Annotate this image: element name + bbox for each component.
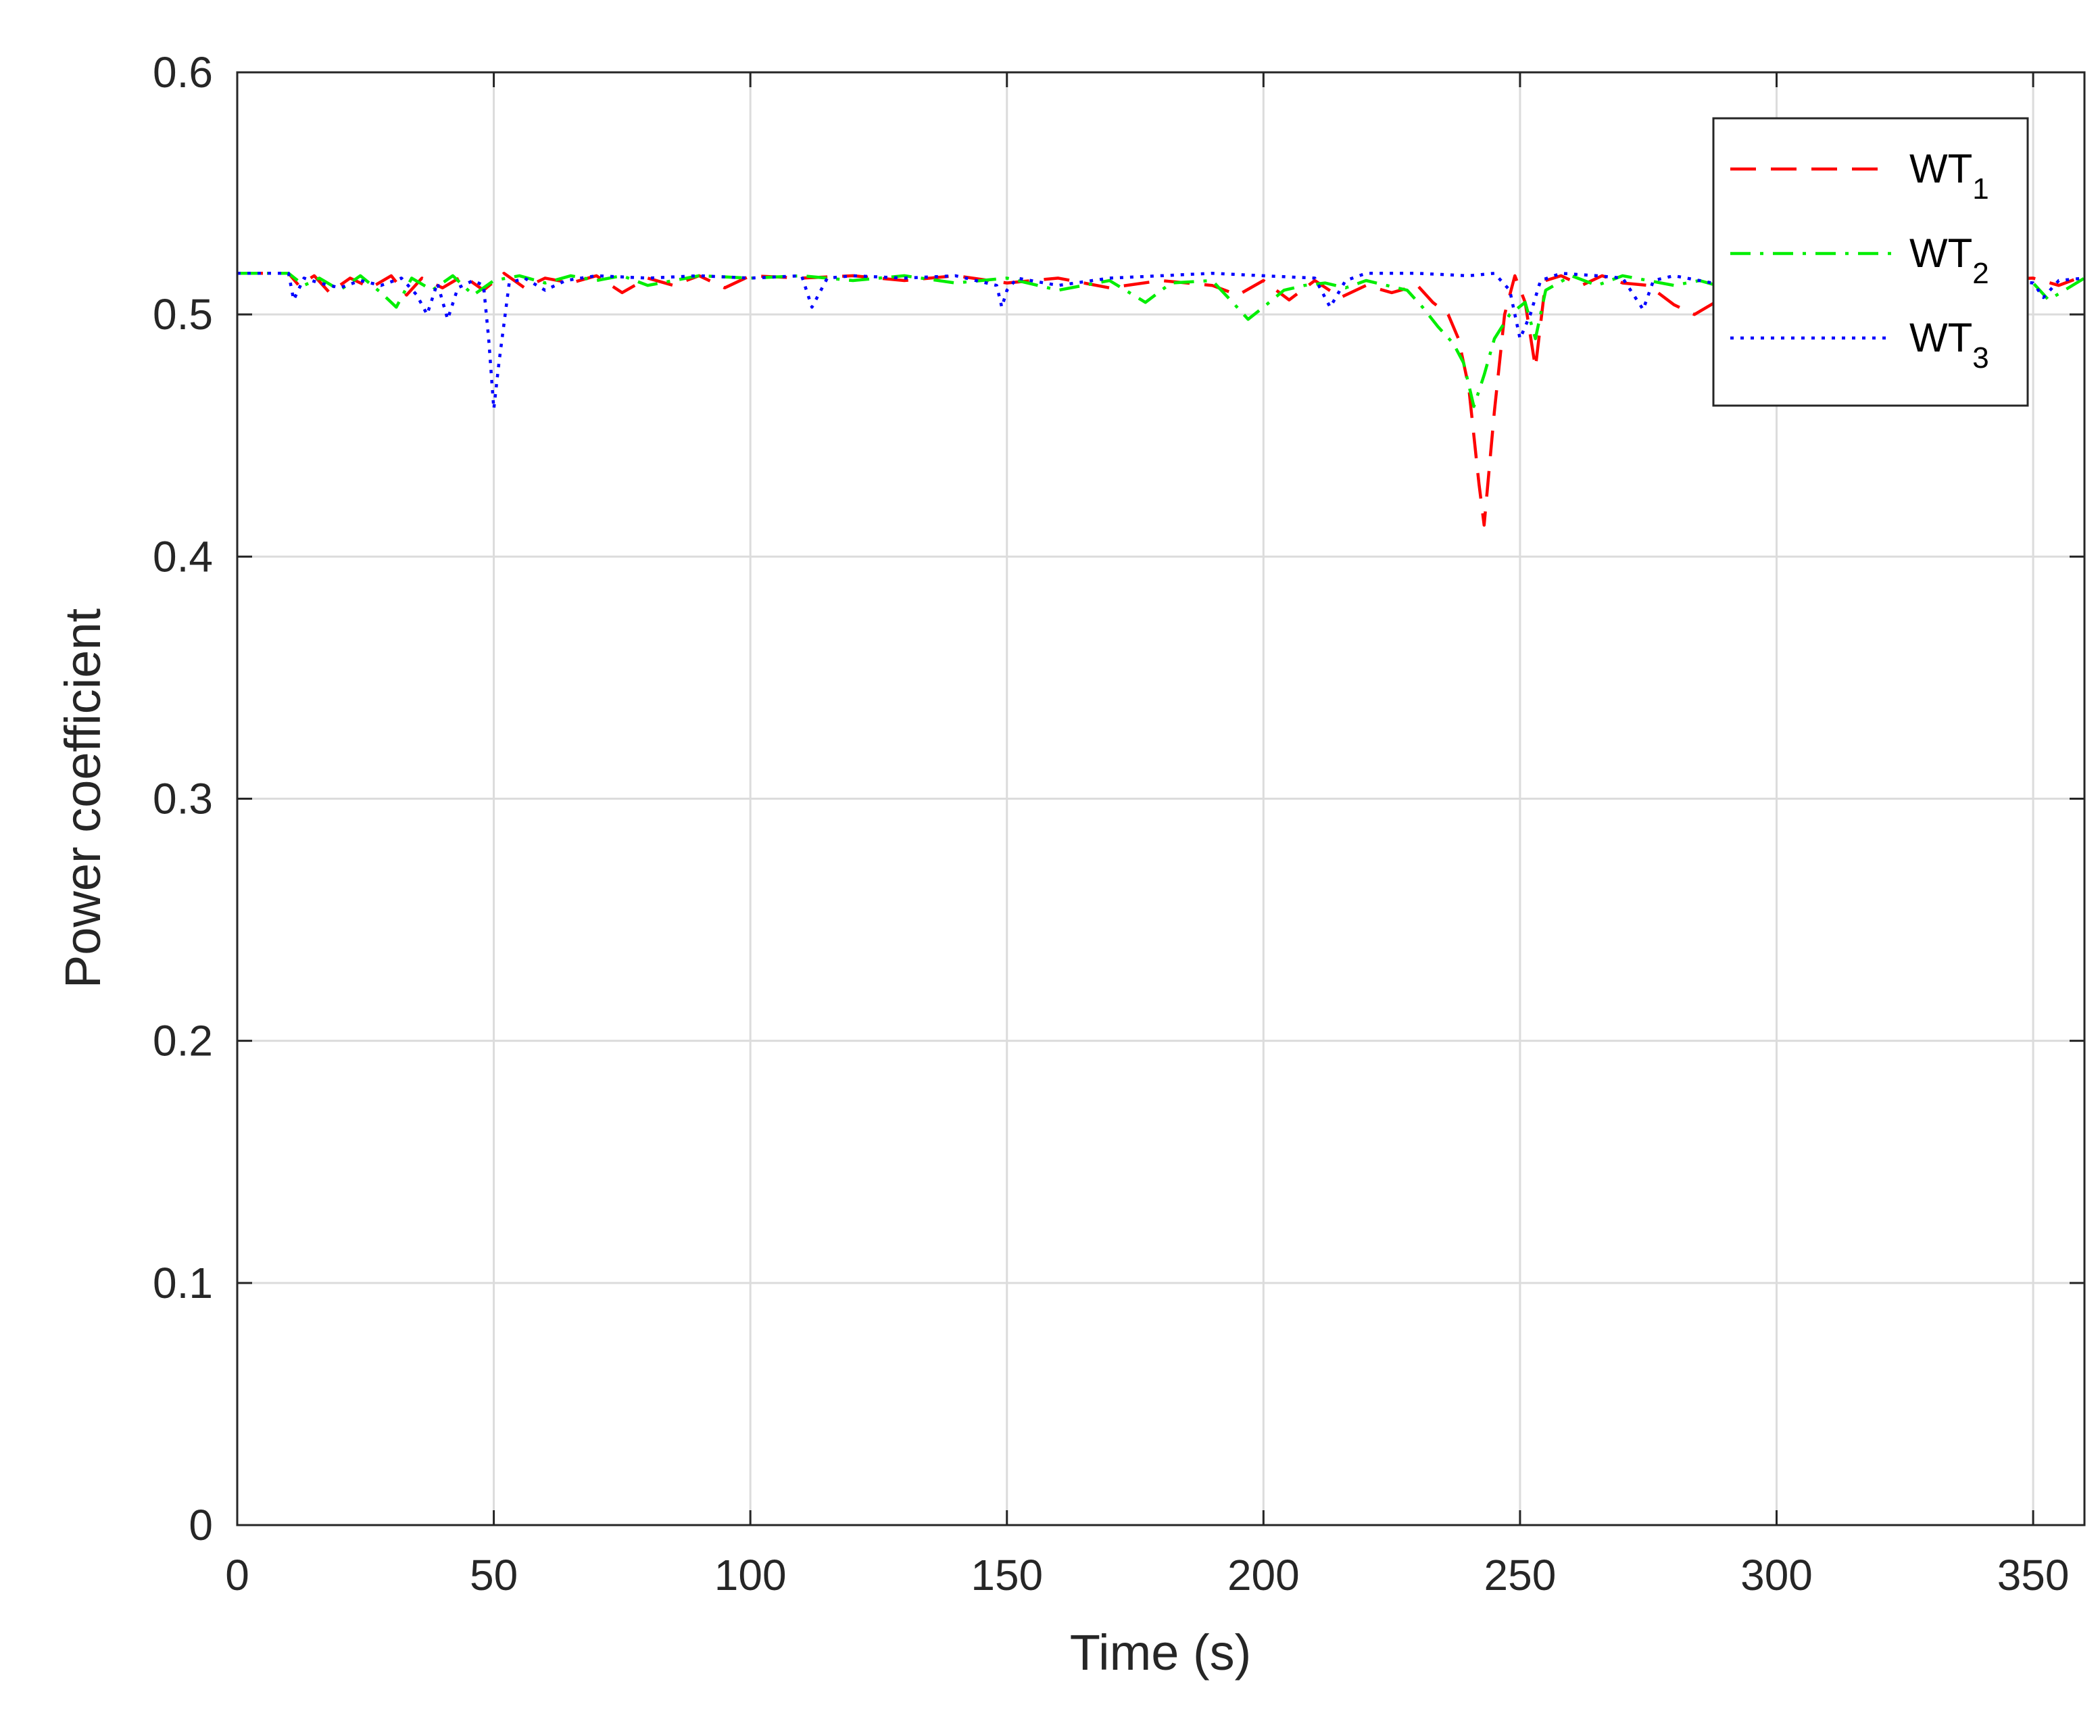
y-tick-label: 0 bbox=[189, 1501, 213, 1549]
x-tick-label: 350 bbox=[1997, 1551, 2070, 1599]
y-tick-label: 0.6 bbox=[153, 48, 213, 97]
legend-series-subscript: 1 bbox=[1972, 172, 1988, 206]
legend-label-3: WT3 bbox=[1909, 315, 1989, 375]
legend-series-name: WT bbox=[1909, 231, 1972, 276]
y-tick-labels: 0 0.1 0.2 0.3 0.4 0.5 0.6 bbox=[153, 48, 213, 1549]
series-layer bbox=[237, 272, 2084, 527]
x-tick-label: 250 bbox=[1484, 1551, 1557, 1599]
y-axis-label: Power coefficient bbox=[55, 608, 111, 988]
x-tick-label: 0 bbox=[225, 1551, 249, 1599]
legend-series-name: WT bbox=[1909, 315, 1972, 360]
x-tick-labels: 0 50 100 150 200 250 300 350 bbox=[225, 1551, 2069, 1599]
ticks bbox=[236, 71, 2084, 1526]
legend-series-subscript: 2 bbox=[1972, 257, 1988, 290]
y-tick-label: 0.2 bbox=[153, 1017, 213, 1065]
y-tick-label: 0.4 bbox=[153, 532, 213, 581]
legend-series-subscript: 3 bbox=[1972, 341, 1988, 375]
series-line-3 bbox=[237, 272, 2084, 411]
x-tick-label: 200 bbox=[1227, 1551, 1300, 1599]
legend-series-name: WT bbox=[1909, 146, 1972, 191]
x-axis-label: Time (s) bbox=[1070, 1624, 1252, 1681]
x-tick-label: 100 bbox=[714, 1551, 787, 1599]
y-tick-label: 0.3 bbox=[153, 775, 213, 823]
x-tick-label: 50 bbox=[470, 1551, 518, 1599]
legend-box bbox=[1712, 117, 2029, 407]
series-line-1 bbox=[237, 272, 2084, 527]
legend-label-2: WT2 bbox=[1909, 231, 1989, 290]
x-tick-label: 150 bbox=[971, 1551, 1043, 1599]
legend-label-1: WT1 bbox=[1909, 146, 1989, 206]
y-tick-label: 0.1 bbox=[153, 1259, 213, 1307]
y-tick-label: 0.5 bbox=[153, 290, 213, 339]
grid bbox=[236, 71, 2084, 1526]
x-tick-label: 300 bbox=[1740, 1551, 1813, 1599]
